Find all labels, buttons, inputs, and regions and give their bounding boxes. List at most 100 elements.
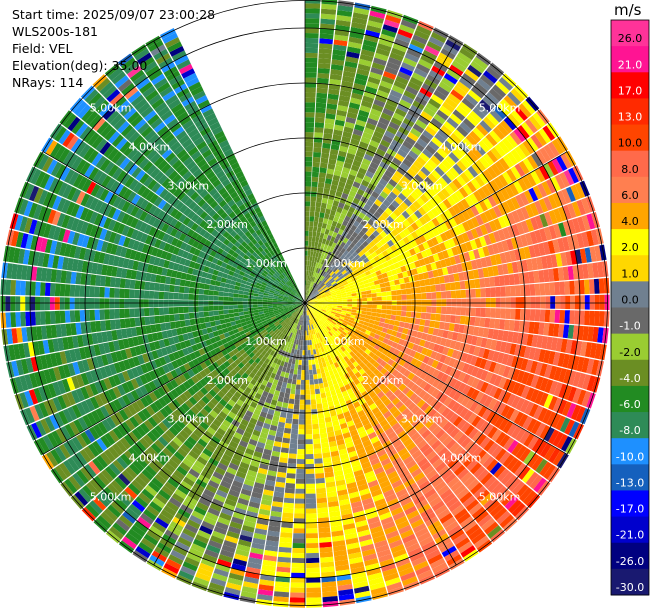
velocity-gate bbox=[311, 414, 318, 420]
velocity-gate bbox=[377, 252, 385, 260]
velocity-gate bbox=[385, 314, 392, 320]
velocity-gate bbox=[427, 376, 436, 386]
velocity-gate bbox=[473, 403, 484, 415]
velocity-gate bbox=[344, 326, 351, 332]
velocity-gate bbox=[302, 310, 304, 316]
velocity-gate bbox=[140, 537, 156, 550]
velocity-gate bbox=[414, 422, 425, 432]
velocity-gate bbox=[326, 296, 332, 299]
velocity-gate bbox=[307, 298, 312, 302]
velocity-gate bbox=[376, 371, 384, 380]
velocity-gate bbox=[357, 342, 364, 349]
velocity-gate bbox=[386, 61, 400, 71]
velocity-gate bbox=[318, 527, 331, 533]
velocity-gate bbox=[274, 390, 280, 397]
velocity-gate bbox=[169, 412, 180, 423]
velocity-gate bbox=[151, 477, 164, 489]
velocity-gate bbox=[314, 241, 319, 248]
velocity-gate bbox=[100, 435, 112, 449]
velocity-gate bbox=[341, 208, 348, 216]
velocity-gate bbox=[502, 454, 515, 468]
velocity-gate bbox=[231, 324, 238, 330]
velocity-gate bbox=[349, 429, 359, 437]
velocity-gate bbox=[371, 407, 380, 415]
velocity-gate bbox=[210, 475, 222, 485]
velocity-gate bbox=[157, 513, 172, 525]
velocity-gate bbox=[164, 481, 177, 493]
velocity-gate bbox=[373, 466, 385, 475]
velocity-gate bbox=[97, 421, 108, 435]
velocity-gate bbox=[346, 324, 352, 329]
velocity-gate bbox=[464, 68, 479, 82]
velocity-gate bbox=[123, 359, 131, 370]
velocity-gate bbox=[423, 106, 436, 118]
velocity-gate bbox=[291, 572, 305, 578]
velocity-gate bbox=[178, 570, 195, 581]
velocity-gate bbox=[441, 173, 452, 185]
velocity-gate bbox=[471, 506, 486, 520]
velocity-gate bbox=[315, 309, 320, 314]
velocity-gate bbox=[139, 437, 150, 449]
velocity-gate bbox=[282, 328, 287, 334]
velocity-gate bbox=[219, 458, 230, 467]
velocity-gate bbox=[297, 454, 305, 460]
velocity-gate bbox=[445, 306, 452, 315]
velocity-gate bbox=[218, 484, 230, 494]
velocity-gate bbox=[497, 174, 509, 187]
velocity-gate bbox=[363, 342, 370, 349]
velocity-gate bbox=[125, 532, 140, 546]
velocity-gate bbox=[391, 457, 403, 467]
velocity-gate bbox=[256, 472, 267, 480]
velocity-gate bbox=[515, 397, 526, 411]
velocity-gate bbox=[362, 131, 373, 140]
velocity-gate bbox=[310, 307, 315, 312]
velocity-gate bbox=[149, 402, 160, 414]
velocity-gate bbox=[586, 375, 596, 392]
velocity-gate bbox=[259, 395, 267, 402]
velocity-gate bbox=[466, 364, 475, 375]
velocity-gate bbox=[525, 373, 535, 387]
velocity-gate bbox=[234, 553, 249, 562]
velocity-gate bbox=[567, 265, 574, 280]
velocity-gate bbox=[325, 360, 331, 367]
velocity-gate bbox=[375, 241, 383, 249]
velocity-gate bbox=[456, 393, 466, 404]
velocity-gate bbox=[330, 520, 343, 527]
velocity-gate bbox=[410, 127, 422, 138]
velocity-gate bbox=[249, 329, 256, 335]
velocity-gate bbox=[196, 411, 206, 421]
velocity-gate bbox=[293, 518, 305, 524]
velocity-gate bbox=[369, 268, 376, 274]
velocity-gate bbox=[109, 363, 117, 376]
velocity-gate bbox=[108, 341, 116, 353]
velocity-gate bbox=[334, 124, 344, 132]
velocity-gate bbox=[115, 440, 128, 453]
velocity-gate bbox=[46, 451, 59, 467]
velocity-gate bbox=[366, 199, 374, 207]
velocity-gate bbox=[382, 24, 398, 34]
velocity-gate bbox=[548, 225, 557, 240]
velocity-gate bbox=[224, 535, 239, 544]
velocity-gate bbox=[361, 179, 370, 188]
velocity-gate bbox=[471, 377, 480, 389]
velocity-gate bbox=[320, 346, 325, 353]
velocity-gate bbox=[305, 483, 316, 489]
velocity-gate bbox=[587, 326, 594, 342]
velocity-gate bbox=[320, 202, 327, 209]
velocity-gate bbox=[474, 278, 481, 289]
velocity-gate bbox=[310, 191, 317, 197]
velocity-gate bbox=[203, 367, 211, 375]
velocity-gate bbox=[344, 274, 351, 280]
velocity-gate bbox=[93, 475, 107, 490]
velocity-gate bbox=[81, 359, 90, 372]
velocity-gate bbox=[373, 266, 380, 272]
velocity-gate bbox=[355, 595, 372, 604]
velocity-gate bbox=[462, 384, 471, 396]
velocity-gate bbox=[371, 222, 380, 230]
velocity-gate bbox=[334, 372, 340, 379]
velocity-gate bbox=[348, 424, 357, 432]
velocity-gate bbox=[507, 367, 516, 380]
velocity-gate bbox=[273, 308, 279, 311]
velocity-gate bbox=[375, 47, 390, 57]
velocity-gate bbox=[325, 476, 335, 483]
